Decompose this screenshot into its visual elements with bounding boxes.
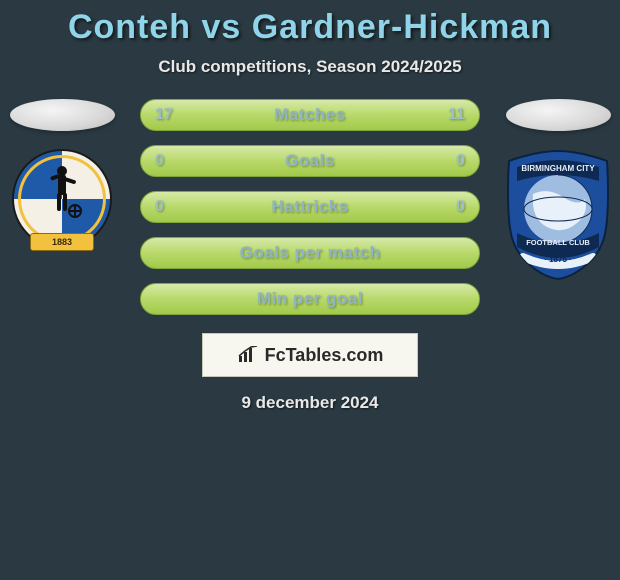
stat-bar-goals: 0 Goals 0 bbox=[140, 145, 480, 177]
brand-text: FcTables.com bbox=[265, 345, 384, 366]
stat-label: Matches bbox=[274, 105, 346, 125]
main-row: 1883 17 Matches 11 0 Goals 0 0 Hattricks… bbox=[0, 99, 620, 315]
left-column: 1883 bbox=[2, 99, 122, 249]
comparison-bars: 17 Matches 11 0 Goals 0 0 Hattricks 0 Go… bbox=[140, 99, 480, 315]
footer-date: 9 december 2024 bbox=[0, 393, 620, 413]
page-title: Conteh vs Gardner-Hickman bbox=[0, 8, 620, 47]
stat-bar-matches: 17 Matches 11 bbox=[140, 99, 480, 131]
right-player-ellipse bbox=[506, 99, 611, 131]
infographic-root: Conteh vs Gardner-Hickman Club competiti… bbox=[0, 0, 620, 413]
stat-left-value: 0 bbox=[155, 192, 164, 222]
stat-right-value: 0 bbox=[456, 192, 465, 222]
page-subtitle: Club competitions, Season 2024/2025 bbox=[0, 57, 620, 77]
stat-left-value: 0 bbox=[155, 146, 164, 176]
birmingham-city-badge-icon: BIRMINGHAM CITY FOOTBALL CLUB · 1875 · bbox=[503, 149, 613, 281]
stat-left-value: 17 bbox=[155, 100, 173, 130]
stat-bar-goals-per-match: Goals per match bbox=[140, 237, 480, 269]
bristol-rovers-badge-icon: 1883 bbox=[12, 149, 112, 249]
stat-bar-hattricks: 0 Hattricks 0 bbox=[140, 191, 480, 223]
bristol-badge-year: 1883 bbox=[30, 233, 94, 251]
pirate-silhouette-icon bbox=[42, 163, 82, 223]
badge-year-text: · 1875 · bbox=[544, 255, 572, 264]
stat-label: Hattricks bbox=[271, 197, 348, 217]
stat-right-value: 0 bbox=[456, 146, 465, 176]
bar-chart-icon bbox=[237, 346, 259, 364]
right-team-badge: BIRMINGHAM CITY FOOTBALL CLUB · 1875 · bbox=[503, 149, 613, 281]
brand-watermark: FcTables.com bbox=[202, 333, 418, 377]
stat-right-value: 11 bbox=[448, 100, 465, 130]
stat-label: Min per goal bbox=[257, 289, 363, 309]
stat-bar-min-per-goal: Min per goal bbox=[140, 283, 480, 315]
stat-label: Goals per match bbox=[240, 243, 381, 263]
left-player-ellipse bbox=[10, 99, 115, 131]
badge-top-text: BIRMINGHAM CITY bbox=[521, 164, 595, 173]
left-team-badge: 1883 bbox=[12, 149, 112, 249]
stat-label: Goals bbox=[285, 151, 335, 171]
right-column: BIRMINGHAM CITY FOOTBALL CLUB · 1875 · bbox=[498, 99, 618, 281]
badge-mid-text: FOOTBALL CLUB bbox=[526, 238, 590, 247]
